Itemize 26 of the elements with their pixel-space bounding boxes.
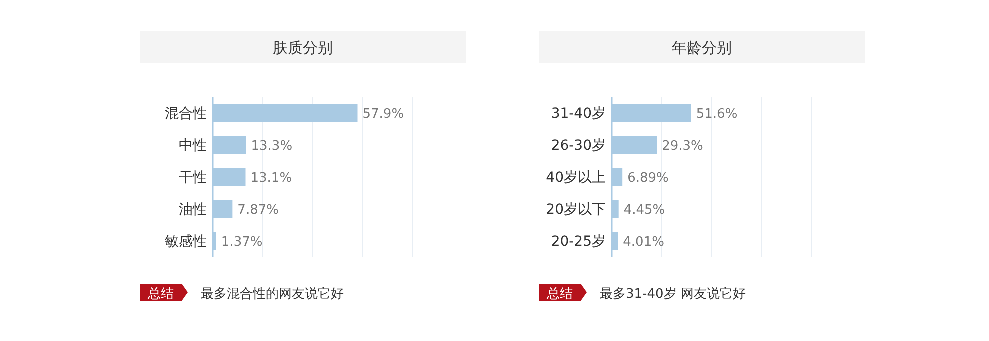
data-label: 57.9% xyxy=(362,107,404,122)
y-tick-label: 20岁以下 xyxy=(546,202,606,218)
data-label: 7.87% xyxy=(238,203,279,218)
data-label: 4.01% xyxy=(623,235,664,250)
y-tick-label: 混合性 xyxy=(165,106,207,122)
data-label: 13.3% xyxy=(251,139,293,154)
data-label: 6.89% xyxy=(628,171,669,186)
data-label: 13.1% xyxy=(250,171,292,186)
data-label: 4.45% xyxy=(624,203,666,218)
text: 总结 xyxy=(147,287,174,302)
y-tick-label: 油性 xyxy=(179,202,207,218)
data-label: 29.3% xyxy=(662,139,704,154)
y-tick-label: 31-40岁 xyxy=(551,106,606,122)
data-label: 51.6% xyxy=(696,107,738,122)
y-tick-label: 26-30岁 xyxy=(551,138,606,154)
y-tick-label: 40岁以上 xyxy=(546,170,606,186)
text: 最多31-40岁 网友说它好 xyxy=(600,286,746,302)
y-tick-label: 敏感性 xyxy=(165,234,207,250)
text: 总结 xyxy=(546,287,573,302)
data-label: 1.37% xyxy=(221,235,263,250)
y-tick-label: 干性 xyxy=(179,170,207,186)
text: 最多混合性的网友说它好 xyxy=(201,286,344,302)
y-tick-label: 中性 xyxy=(179,138,207,154)
chart-title: 肤质分别 xyxy=(273,39,333,57)
y-tick-label: 20-25岁 xyxy=(551,234,606,250)
chart-title: 年龄分别 xyxy=(672,39,732,57)
